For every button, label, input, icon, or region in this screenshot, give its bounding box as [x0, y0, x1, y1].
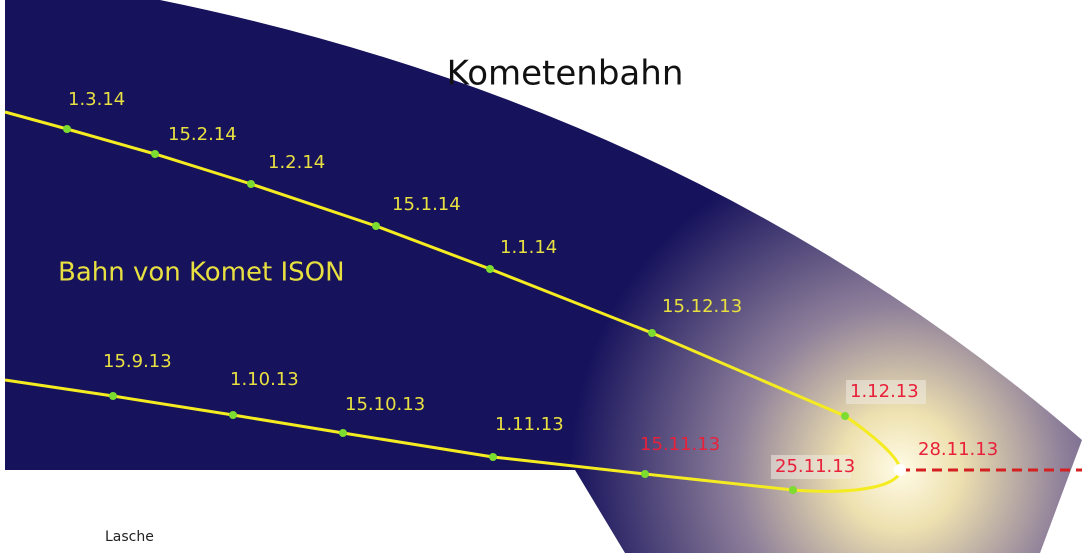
date-label: 28.11.13: [918, 439, 998, 460]
date-point: [229, 411, 237, 419]
label-bg: [771, 455, 851, 479]
orbit-label: Bahn von Komet ISON: [58, 258, 345, 288]
date-label: 1.10.13: [230, 369, 299, 390]
date-label: 1.3.14: [68, 89, 125, 110]
date-point: [648, 329, 656, 337]
date-point: [486, 265, 494, 273]
date-point: [151, 150, 159, 158]
date-label: 25.11.13: [775, 456, 855, 477]
date-point: [841, 412, 849, 420]
sky-panel: [5, 0, 1082, 553]
date-point: [109, 392, 117, 400]
date-label: 15.11.13: [640, 434, 720, 455]
date-label: 15.2.14: [168, 124, 237, 145]
date-label: 15.9.13: [103, 351, 172, 372]
date-point: [789, 486, 797, 494]
date-label: 15.12.13: [662, 296, 742, 317]
label-bg: [846, 380, 926, 404]
date-label: 1.11.13: [495, 414, 564, 435]
date-label: 1.12.13: [850, 381, 919, 402]
date-point: [247, 180, 255, 188]
date-label: 15.1.14: [392, 194, 461, 215]
date-point: [641, 470, 649, 478]
date-label: 1.1.14: [500, 237, 557, 258]
sun: [894, 464, 906, 476]
date-point: [63, 125, 71, 133]
tab-label: Lasche: [105, 529, 154, 545]
date-point: [489, 453, 497, 461]
date-label: 15.10.13: [345, 394, 425, 415]
date-label: 1.2.14: [268, 152, 325, 173]
title: Kometenbahn: [447, 54, 684, 94]
date-point: [372, 222, 380, 230]
date-point: [339, 429, 347, 437]
